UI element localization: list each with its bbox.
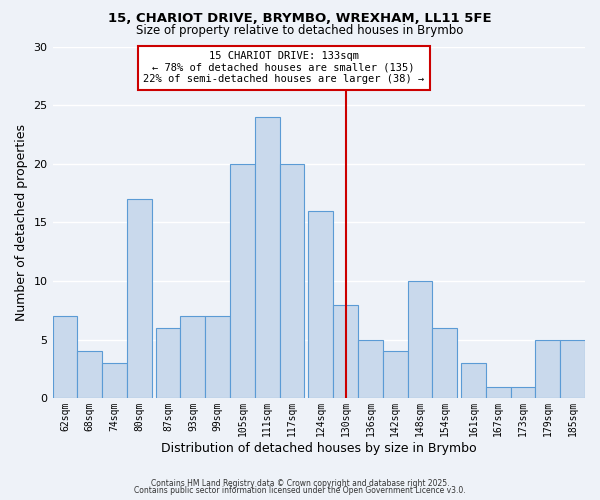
Bar bbox=[511, 386, 535, 398]
Bar bbox=[560, 340, 585, 398]
Bar bbox=[383, 352, 407, 399]
Bar bbox=[280, 164, 304, 398]
Y-axis label: Number of detached properties: Number of detached properties bbox=[15, 124, 28, 321]
Bar bbox=[230, 164, 255, 398]
Bar bbox=[535, 340, 560, 398]
Bar bbox=[127, 199, 152, 398]
Bar bbox=[461, 363, 486, 398]
Bar bbox=[358, 340, 383, 398]
X-axis label: Distribution of detached houses by size in Brymbo: Distribution of detached houses by size … bbox=[161, 442, 476, 455]
Bar bbox=[432, 328, 457, 398]
Bar bbox=[102, 363, 127, 398]
Bar bbox=[308, 210, 333, 398]
Bar bbox=[205, 316, 230, 398]
Text: Size of property relative to detached houses in Brymbo: Size of property relative to detached ho… bbox=[136, 24, 464, 37]
Text: Contains HM Land Registry data © Crown copyright and database right 2025.: Contains HM Land Registry data © Crown c… bbox=[151, 478, 449, 488]
Bar bbox=[255, 117, 280, 398]
Bar bbox=[77, 352, 102, 399]
Text: 15 CHARIOT DRIVE: 133sqm
← 78% of detached houses are smaller (135)
22% of semi-: 15 CHARIOT DRIVE: 133sqm ← 78% of detach… bbox=[143, 51, 424, 84]
Bar bbox=[486, 386, 511, 398]
Bar bbox=[333, 304, 358, 398]
Text: 15, CHARIOT DRIVE, BRYMBO, WREXHAM, LL11 5FE: 15, CHARIOT DRIVE, BRYMBO, WREXHAM, LL11… bbox=[108, 12, 492, 26]
Bar bbox=[407, 281, 432, 398]
Bar bbox=[181, 316, 205, 398]
Bar bbox=[53, 316, 77, 398]
Bar bbox=[156, 328, 181, 398]
Text: Contains public sector information licensed under the Open Government Licence v3: Contains public sector information licen… bbox=[134, 486, 466, 495]
